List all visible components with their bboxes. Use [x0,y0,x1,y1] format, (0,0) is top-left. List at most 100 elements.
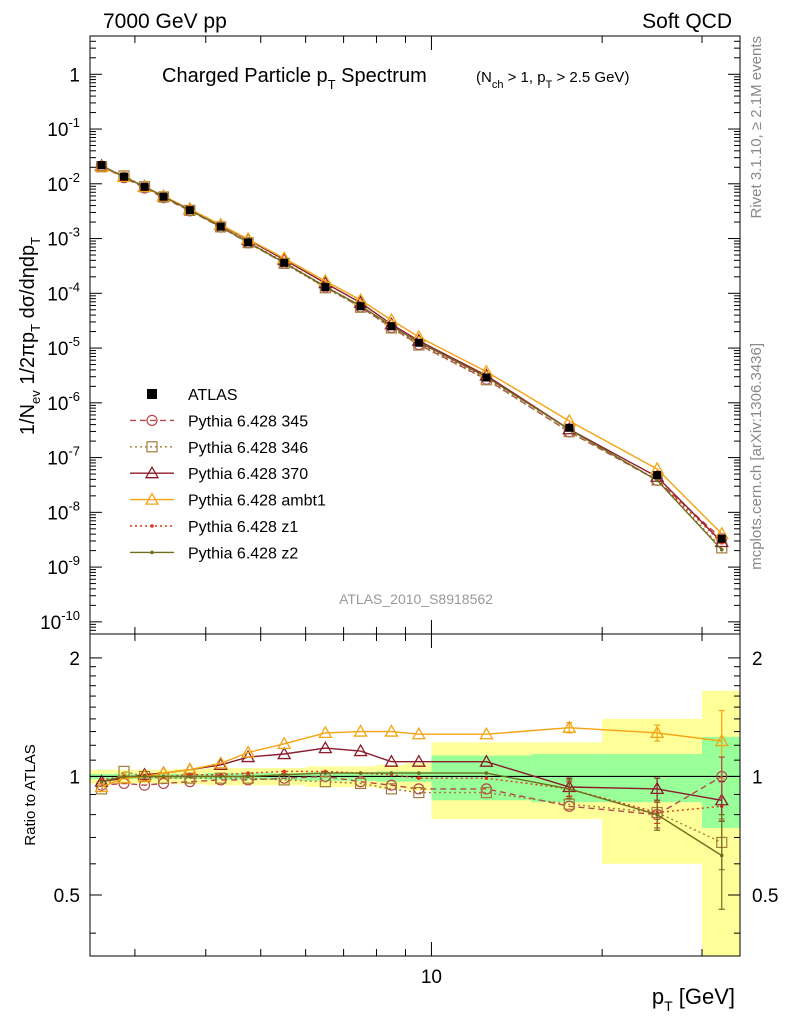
ratio-marker-pythia-6-428-346 [480,786,493,799]
atlas-data-point [97,161,106,170]
ratio-marker-pythia-6-428-ambt1 [384,724,399,737]
plot-title: Charged Particle pT Spectrum [162,65,427,92]
stat-uncertainty-band [702,736,740,828]
ratio-marker-pythia-6-428-346 [385,783,398,795]
atlas-data-point [653,471,662,480]
ratio-marker-pythia-6-428-370 [353,743,368,757]
legend-label: ATLAS [188,387,238,404]
legend-marker-pythia-6-428-ambt1 [144,492,160,505]
ratio-marker-pythia-6-428-ambt1 [411,726,426,740]
legend-marker-atlas [147,389,157,399]
ratio-marker-pythia-6-428-z1 [246,771,250,775]
beam-label: 7000 GeV pp [103,10,227,33]
ratio-y-tick-label-right: 1 [752,767,763,788]
analysis-tag: ATLAS_2010_S8918562 [339,591,493,607]
ratio-line-pythia-6-428-345 [101,775,723,816]
y-tick-label: 10-6 [47,389,80,415]
ratio-y-tick-label: 0.5 [54,886,80,907]
stat-uncertainty-band [602,754,703,803]
ratio-marker-pythia-6-428-z2 [142,774,147,779]
legend-label: Pythia 6.428 z1 [188,519,298,536]
marker-pythia-6-428-z2 [719,547,724,552]
series-line-pythia-6-428-z1 [101,164,723,544]
y-tick-label: 10-1 [47,115,80,141]
ratio-marker-pythia-6-428-370 [277,746,292,760]
ratio-marker-pythia-6-428-z2 [389,771,394,775]
marker-pythia-6-428-346 [184,204,196,216]
ratio-frame [89,633,741,957]
ratio-marker-pythia-6-428-ambt1 [353,724,368,737]
y-tick-label: 10-8 [47,498,80,524]
atlas-data-point [119,172,128,181]
ratio-marker-pythia-6-428-z2 [99,779,104,784]
legend-marker-pythia-6-428-346 [146,441,158,453]
legend: ATLAS Pythia 6.428 345 Pythia 6.428 346 Pyt… [130,387,326,562]
ratio-line-pythia-6-428-z2 [101,772,723,857]
legend-label: Pythia 6.428 370 [188,466,308,483]
legend-marker-pythia-6-428-370 [144,465,160,479]
marker-pythia-6-428-346 [157,191,170,203]
y-tick-label: 1 [69,65,80,86]
ratio-marker-pythia-6-428-345 [138,779,151,791]
ratio-marker-pythia-6-428-z2 [358,771,363,775]
ratio-marker-pythia-6-428-370 [240,749,256,763]
ratio-marker-pythia-6-428-z2 [161,774,166,779]
ratio-marker-pythia-6-428-ambt1 [94,779,109,793]
ratio-marker-pythia-6-428-346 [319,776,331,788]
ratio-marker-pythia-6-428-z2 [484,771,489,775]
ratio-marker-pythia-6-428-z2 [282,772,286,777]
atlas-data-point [387,322,396,331]
y-tick-label: 10-3 [47,225,80,251]
atlas-data-point [321,283,330,292]
ratio-marker-pythia-6-428-ambt1 [318,725,333,739]
atlas-data-point [140,182,149,191]
ratio-marker-pythia-6-428-z2 [417,771,421,775]
atlas-data-point [482,373,491,382]
ratio-y-tick-label-right: 2 [752,649,763,670]
ratio-marker-pythia-6-428-370 [479,754,494,767]
ratio-marker-pythia-6-428-ambt1 [137,769,152,782]
ratio-marker-pythia-6-428-z2 [323,771,328,775]
legend-marker-pythia-6-428-z2 [150,550,154,555]
ratio-marker-pythia-6-428-370 [384,754,399,767]
atlas-data-point [356,302,365,311]
x-tick-label: 10 [421,967,442,988]
ratio-marker-pythia-6-428-346 [413,786,425,799]
ratio-marker-pythia-6-428-370 [318,740,333,754]
atlas-data-point [185,206,194,215]
legend-marker-pythia-6-428-z1 [150,524,154,528]
ratio-marker-pythia-6-428-ambt1 [213,755,228,769]
y-tick-label: 10-7 [47,444,80,470]
atlas-data-point [216,222,225,231]
legend-label: Pythia 6.428 346 [188,440,308,457]
x-axis-label: pT [GeV] [652,984,735,1014]
atlas-data-point [159,192,168,201]
ratio-marker-pythia-6-428-z2 [246,774,250,779]
legend-label: Pythia 6.428 ambt1 [188,493,326,510]
ratio-marker-pythia-6-428-z1 [484,776,489,780]
ratio-marker-pythia-6-428-ambt1 [277,736,292,749]
y-tick-label: 10-4 [47,279,80,305]
rivet-version-label: Rivet 3.1.10, ≥ 2.1M events [748,36,765,219]
ratio-line-pythia-6-428-346 [101,770,722,844]
ratio-marker-pythia-6-428-ambt1 [479,726,494,740]
ratio-marker-pythia-6-428-z2 [188,774,192,779]
ratio-marker-pythia-6-428-z1 [282,769,286,774]
ratio-y-tick-label: 1 [69,767,80,788]
y-tick-label: 10-10 [40,608,80,634]
spectrum-panel: 1 10-1 10-2 10-3 10-4 10-5 10-6 10-7 10-8 10-9 10-… [17,35,741,635]
ratio-marker-pythia-6-428-370 [411,754,426,767]
legend-label: Pythia 6.428 345 [188,413,308,430]
atlas-data-point [244,238,253,247]
atlas-data-point [565,423,574,432]
ratio-marker-pythia-6-428-346 [563,798,575,810]
marker-pythia-6-428-z2 [655,478,659,483]
y-tick-label: 10-5 [47,334,80,360]
atlas-data-point [280,258,289,267]
ratio-line-pythia-6-428-370 [101,747,722,801]
ratio-y-tick-label-right: 0.5 [752,886,778,907]
legend-label: Pythia 6.428 z2 [188,545,298,562]
series-line-pythia-6-428-370 [101,165,723,543]
atlas-data-point [414,338,423,347]
